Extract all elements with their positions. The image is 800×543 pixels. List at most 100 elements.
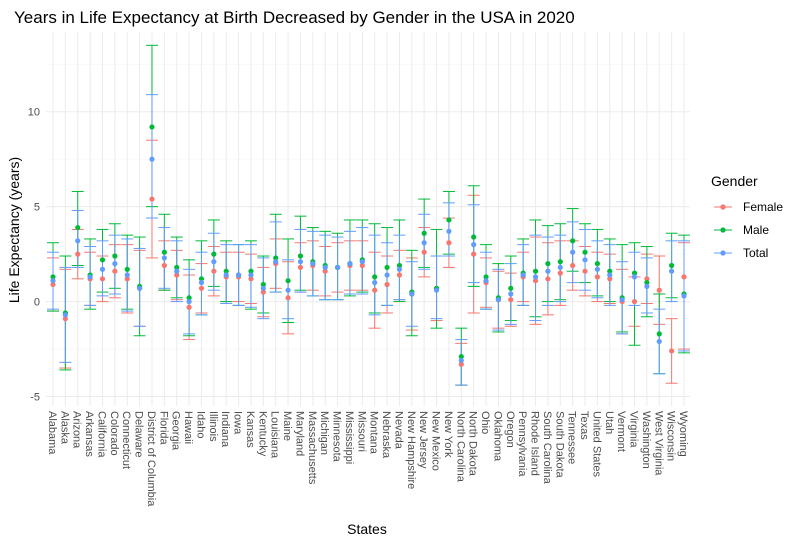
x-tick-label: Massachusetts bbox=[306, 411, 318, 485]
x-tick-label: Alabama bbox=[46, 411, 58, 455]
data-point bbox=[211, 268, 217, 274]
data-point bbox=[421, 230, 427, 236]
data-point bbox=[174, 264, 180, 271]
data-point bbox=[384, 272, 390, 278]
data-point bbox=[446, 217, 452, 223]
x-tick-label: Alaska bbox=[58, 411, 70, 445]
data-point bbox=[532, 274, 539, 280]
x-tick-label: Mississippi bbox=[343, 411, 355, 464]
data-point bbox=[396, 272, 403, 278]
x-tick-label: Wisconsin bbox=[665, 411, 677, 461]
x-tick-label: Nebraska bbox=[380, 411, 392, 459]
data-point bbox=[124, 272, 130, 278]
data-point bbox=[198, 285, 205, 291]
legend: Gender Female Male Total bbox=[711, 173, 783, 260]
data-point bbox=[359, 262, 365, 269]
x-tick-label: Hawaii bbox=[182, 411, 194, 444]
data-point bbox=[297, 253, 304, 259]
data-point bbox=[545, 268, 551, 274]
data-point bbox=[656, 338, 662, 345]
data-point bbox=[297, 264, 304, 271]
data-point bbox=[582, 257, 588, 263]
data-point bbox=[75, 238, 81, 244]
x-tick-label: Montana bbox=[368, 411, 380, 455]
legend-label: Total bbox=[743, 246, 768, 260]
data-point bbox=[669, 348, 675, 354]
x-tick-label: United States bbox=[590, 411, 602, 478]
data-point bbox=[211, 251, 217, 257]
data-point bbox=[124, 266, 130, 272]
data-point bbox=[483, 274, 489, 280]
x-tick-label: Oregon bbox=[504, 411, 516, 448]
x-tick-label: Vermont bbox=[615, 411, 627, 452]
data-point bbox=[396, 262, 403, 269]
y-tick-label: 0 bbox=[34, 297, 40, 309]
data-point bbox=[532, 278, 539, 284]
x-tick-label: Kansas bbox=[244, 411, 256, 448]
data-point bbox=[458, 361, 464, 367]
x-tick-label: New York bbox=[442, 411, 454, 458]
data-point bbox=[211, 259, 217, 265]
data-point bbox=[607, 276, 613, 282]
data-point bbox=[594, 266, 600, 272]
legend-key-point bbox=[720, 250, 726, 256]
data-point bbox=[570, 262, 576, 269]
data-point bbox=[161, 249, 167, 255]
data-point bbox=[260, 281, 266, 288]
x-tick-label: South Dakota bbox=[553, 411, 565, 479]
x-tick-label: New Jersey bbox=[417, 411, 429, 469]
data-point bbox=[471, 251, 477, 257]
data-point bbox=[198, 279, 205, 286]
x-tick-label: Oklahoma bbox=[491, 411, 503, 462]
data-point bbox=[223, 268, 229, 274]
y-tick-label: -5 bbox=[30, 392, 40, 404]
data-point bbox=[582, 249, 588, 255]
data-point bbox=[62, 316, 68, 322]
data-point bbox=[223, 272, 229, 278]
data-point bbox=[149, 156, 155, 162]
x-tick-label: Pennsylvania bbox=[516, 411, 528, 477]
legend-key-point bbox=[720, 227, 726, 233]
data-point bbox=[186, 298, 192, 305]
x-tick-label: Missouri bbox=[355, 411, 367, 452]
data-point bbox=[260, 285, 266, 291]
data-point bbox=[471, 234, 477, 240]
legend-key-point bbox=[720, 204, 726, 210]
x-tick-label: Connecticut bbox=[120, 411, 132, 469]
data-point bbox=[112, 261, 118, 267]
data-point bbox=[124, 276, 130, 282]
x-tick-label: Louisiana bbox=[269, 411, 281, 459]
data-point bbox=[285, 295, 291, 301]
x-tick-label: Virginia bbox=[628, 411, 640, 448]
data-point bbox=[557, 259, 563, 265]
data-point bbox=[557, 264, 563, 271]
data-point bbox=[235, 272, 242, 278]
data-point bbox=[545, 261, 551, 267]
x-tick-label: Georgia bbox=[170, 411, 182, 451]
data-point bbox=[248, 272, 254, 278]
data-point bbox=[594, 274, 600, 280]
data-point bbox=[310, 261, 316, 267]
data-point bbox=[681, 274, 687, 280]
y-tick-label: 5 bbox=[34, 202, 40, 214]
data-point bbox=[174, 268, 180, 274]
x-tick-label: North Carolina bbox=[454, 411, 466, 483]
data-point bbox=[594, 261, 600, 267]
data-point bbox=[495, 297, 502, 303]
x-tick-label: California bbox=[95, 411, 107, 458]
data-point bbox=[421, 249, 427, 255]
data-point bbox=[186, 295, 192, 301]
x-tick-label: Idaho bbox=[194, 411, 206, 439]
data-point bbox=[483, 278, 489, 284]
data-point bbox=[99, 257, 106, 263]
x-tick-label: Ohio bbox=[479, 411, 491, 434]
data-point bbox=[149, 196, 155, 202]
data-point bbox=[421, 240, 427, 246]
data-point bbox=[433, 287, 440, 293]
data-point bbox=[50, 278, 56, 284]
y-axis: -5 0 5 10 bbox=[28, 107, 40, 404]
x-tick-label: Texas bbox=[578, 411, 590, 440]
data-point bbox=[99, 276, 106, 282]
x-tick-label: South Carolina bbox=[541, 411, 553, 485]
